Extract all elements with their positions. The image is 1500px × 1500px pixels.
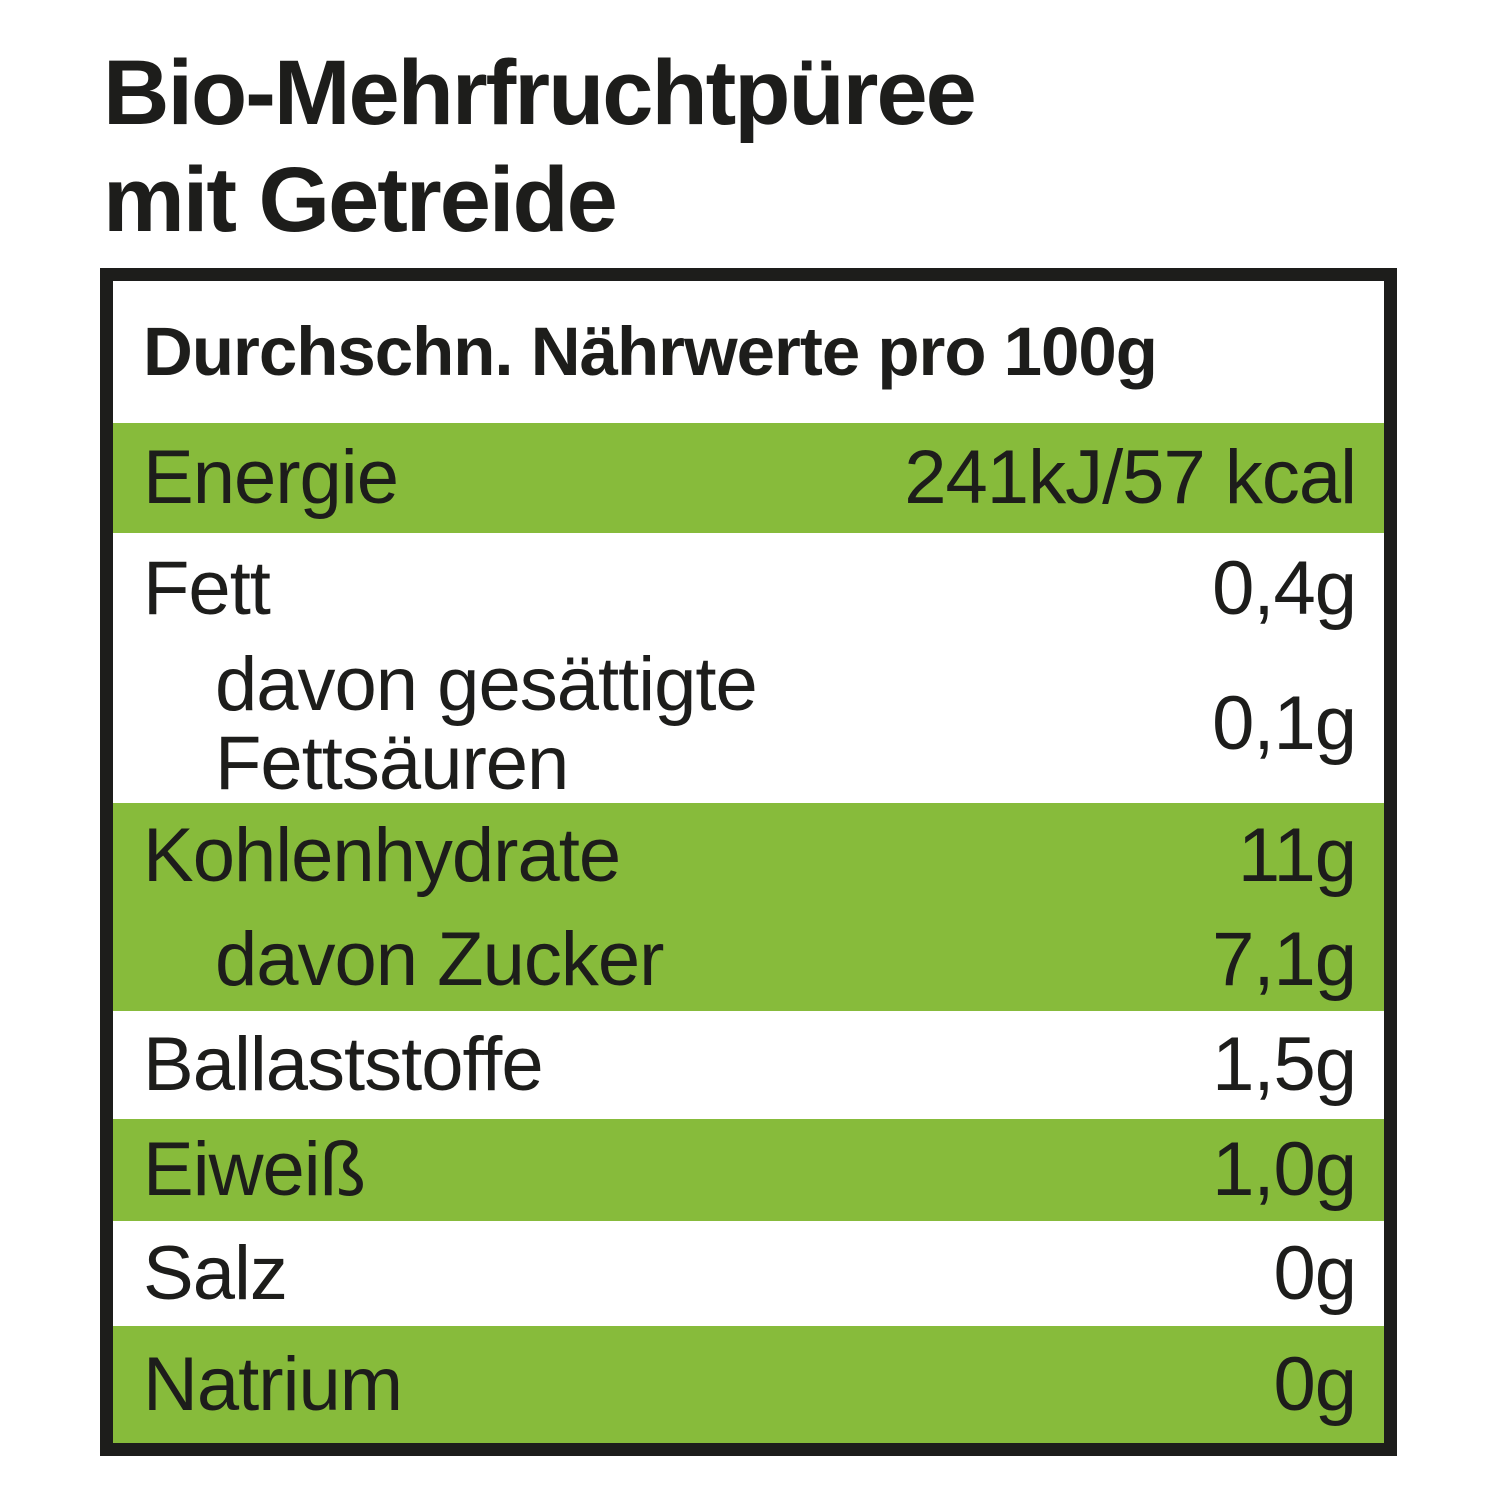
row-eiweiss-label: Eiweiß (143, 1127, 366, 1213)
product-title: Bio-Mehrfruchtpüree mit Getreide (103, 40, 977, 253)
row-energie-value: 241kJ/57 kcal (904, 435, 1357, 521)
row-gesaettigte-fettsaeuren-value: 0,1g (1212, 681, 1357, 767)
row-ballaststoffe-label: Ballaststoffe (143, 1022, 544, 1108)
row-eiweiss-value: 1,0g (1212, 1127, 1357, 1213)
table-header-row: Durchschn. Nährwerte pro 100g (113, 281, 1384, 423)
row-fett: Fett 0,4g (113, 533, 1384, 645)
row-gesaettigte-fettsaeuren-label: davon gesättigte Fettsäuren (215, 641, 758, 806)
row-salz: Salz 0g (113, 1221, 1384, 1326)
row-natrium-label: Natrium (143, 1341, 403, 1427)
row-kohlenhydrate: Kohlenhydrate 11g (113, 803, 1384, 909)
row-eiweiss: Eiweiß 1,0g (113, 1119, 1384, 1221)
row-fett-label: Fett (143, 546, 271, 632)
row-energie: Energie 241kJ/57 kcal (113, 423, 1384, 533)
row-energie-label: Energie (143, 435, 399, 521)
row-salz-value: 0g (1273, 1230, 1357, 1316)
row-salz-label: Salz (143, 1230, 288, 1316)
table-header-text: Durchschn. Nährwerte pro 100g (143, 313, 1158, 391)
row-natrium-value: 0g (1273, 1341, 1357, 1427)
row-davon-zucker-value: 7,1g (1212, 917, 1357, 1003)
product-title-line2: mit Getreide (103, 148, 618, 251)
row-kohlenhydrate-label: Kohlenhydrate (143, 813, 621, 899)
row-davon-zucker: davon Zucker 7,1g (113, 909, 1384, 1011)
nutrition-table: Durchschn. Nährwerte pro 100g Energie 24… (100, 268, 1397, 1456)
row-ballaststoffe: Ballaststoffe 1,5g (113, 1011, 1384, 1119)
row-ballaststoffe-value: 1,5g (1212, 1022, 1357, 1108)
row-fett-value: 0,4g (1212, 546, 1357, 632)
row-natrium: Natrium 0g (113, 1326, 1384, 1443)
row-gesaettigte-fettsaeuren: davon gesättigte Fettsäuren 0,1g (113, 645, 1384, 803)
row-kohlenhydrate-value: 11g (1237, 813, 1357, 899)
row-davon-zucker-label: davon Zucker (215, 917, 664, 1003)
product-title-line1: Bio-Mehrfruchtpüree (103, 42, 977, 144)
